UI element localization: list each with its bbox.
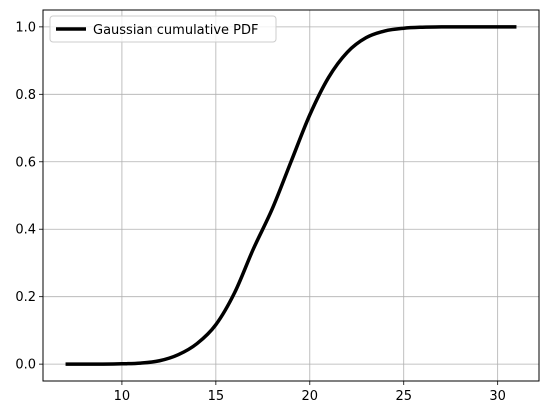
legend-box (49, 15, 277, 43)
series-line (65, 25, 517, 366)
y-tick-label: 0.0 (15, 358, 36, 373)
x-tick-label: 20 (302, 389, 319, 404)
series-layer (65, 25, 517, 366)
y-tick-label: 0.2 (15, 290, 36, 305)
y-tick-label: 1.0 (15, 20, 36, 35)
legend-label: Gaussian cumulative PDF (93, 23, 259, 38)
x-tick-label: 15 (208, 389, 225, 404)
legend: Gaussian cumulative PDF (49, 15, 277, 43)
y-tick-label: 0.6 (15, 155, 36, 170)
y-tick-label: 0.4 (15, 223, 36, 238)
y-tick-label: 0.8 (15, 88, 36, 103)
plot-area (43, 10, 539, 381)
x-tick-label: 30 (489, 389, 506, 404)
x-tick-label: 25 (395, 389, 412, 404)
x-tick-label: 10 (114, 389, 131, 404)
x-axis: 10 15 20 25 30 (114, 381, 506, 404)
y-axis: 0.0 0.2 0.4 0.6 0.8 1.0 (15, 20, 43, 373)
plot-frame (42, 9, 540, 382)
